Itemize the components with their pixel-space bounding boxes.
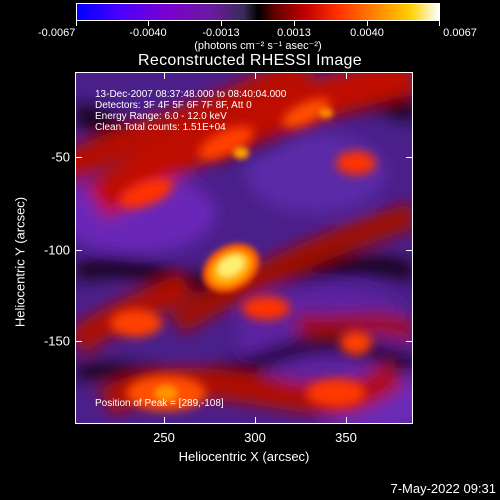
- y-tick-label: -100: [43, 242, 70, 258]
- y-tick: [406, 157, 413, 158]
- x-axis-title: Heliocentric X (arcsec): [178, 449, 310, 464]
- observation-time: 13-Dec-2007 08:37:48.000 to 08:40:04.000: [95, 89, 287, 100]
- x-tick: [164, 417, 165, 424]
- rhessi-image-map: [76, 73, 412, 423]
- x-tick: [255, 72, 256, 79]
- x-tick: [255, 417, 256, 424]
- x-tick: [346, 72, 347, 79]
- colorbar-units: (photons cm⁻² s⁻¹ asec⁻²): [194, 40, 322, 52]
- y-axis-title: Heliocentric Y (arcsec): [12, 196, 28, 328]
- colorbar-tick: [439, 21, 440, 26]
- energy-range-info: Energy Range: 6.0 - 12.0 keV: [95, 111, 227, 122]
- x-tick-label: 300: [244, 430, 266, 445]
- colorbar-tick: [367, 21, 368, 26]
- colorbar-label: -0.0013: [202, 27, 240, 39]
- x-tick-label: 250: [153, 430, 175, 445]
- colorbar-label: 0.0067: [443, 27, 477, 39]
- y-tick-label: -50: [51, 149, 70, 165]
- x-tick: [164, 72, 165, 79]
- colorbar-tick: [221, 21, 222, 26]
- y-tick: [406, 250, 413, 251]
- colorbar-label: 0.0013: [277, 27, 311, 39]
- peak-position-info: Position of Peak = [289,-108]: [95, 398, 224, 409]
- x-tick: [346, 417, 347, 424]
- rhessi-image: [75, 72, 413, 424]
- y-tick: [75, 157, 82, 158]
- colorbar-label: -0.0040: [129, 27, 167, 39]
- y-tick: [406, 341, 413, 342]
- y-tick: [75, 250, 82, 251]
- colorbar-label: -0.0067: [38, 27, 76, 39]
- colorbar-tick: [76, 21, 77, 26]
- colorbar-label: 0.0040: [350, 27, 384, 39]
- detectors-info: Detectors: 3F 4F 5F 6F 7F 8F, Att 0: [95, 100, 252, 111]
- clean-counts-info: Clean Total counts: 1.51E+04: [95, 122, 226, 133]
- x-tick-label: 350: [335, 430, 357, 445]
- colorbar-tick: [294, 21, 295, 26]
- colorbar: [76, 3, 440, 21]
- colorbar-tick: [148, 21, 149, 26]
- image-title: Reconstructed RHESSI Image: [138, 52, 362, 69]
- render-timestamp: 7-May-2022 09:31: [390, 481, 496, 496]
- y-tick-label: -150: [43, 333, 70, 349]
- y-tick: [75, 341, 82, 342]
